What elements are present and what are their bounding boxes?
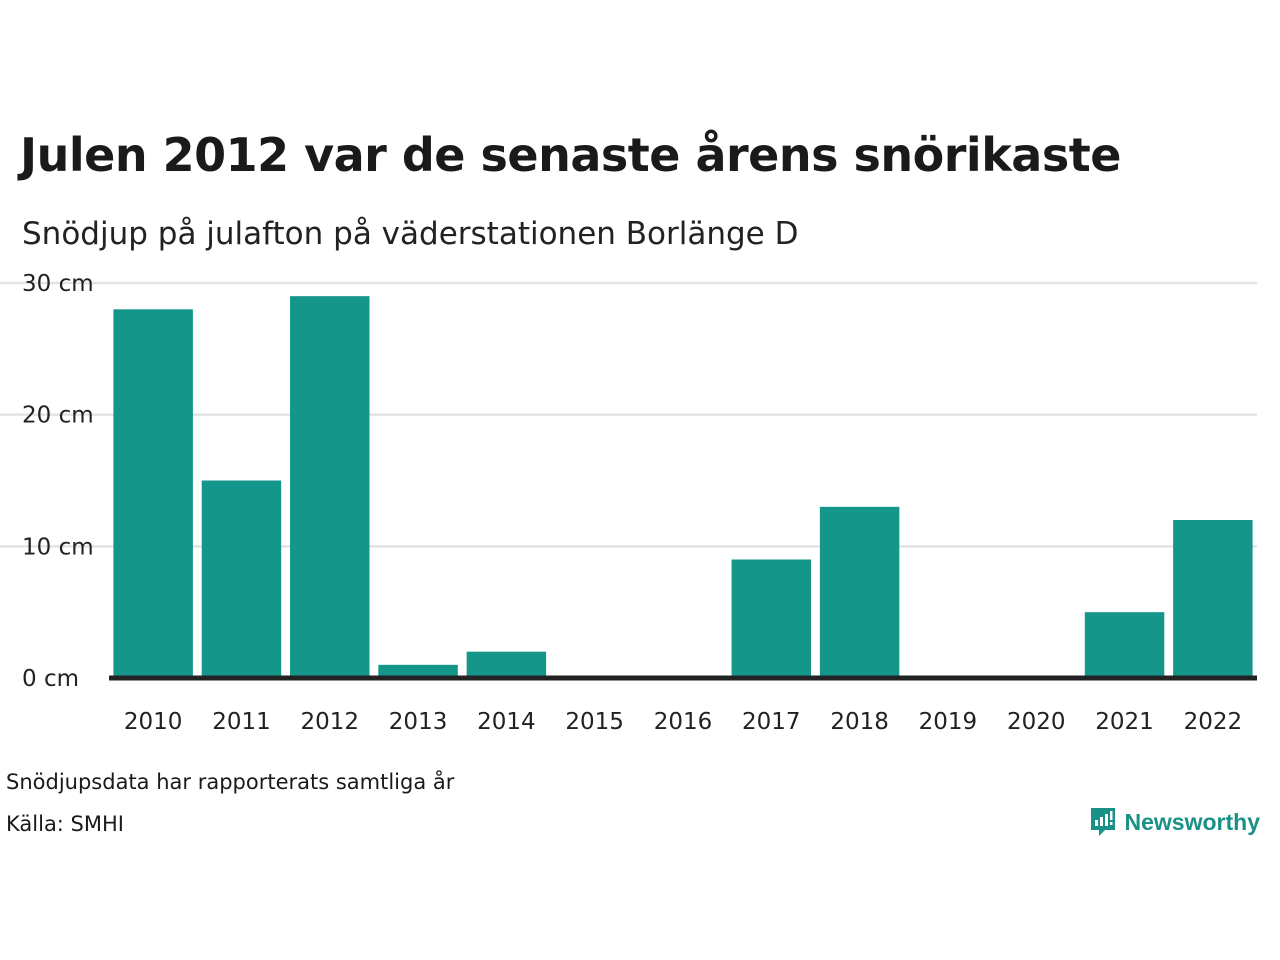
chart-subtitle: Snödjup på julafton på väderstationen Bo… xyxy=(22,216,799,252)
bar xyxy=(113,309,193,678)
x-tick-label: 2011 xyxy=(212,709,271,735)
x-tick-label: 2019 xyxy=(919,709,978,735)
bar xyxy=(201,480,282,678)
bar xyxy=(819,506,900,678)
chart-title: Julen 2012 var de senaste årens snörikas… xyxy=(20,128,1121,182)
bar xyxy=(290,296,370,678)
y-tick-label: 20 cm xyxy=(22,403,94,429)
newsworthy-logo-icon xyxy=(1090,808,1115,836)
y-tick-label: 10 cm xyxy=(22,534,94,560)
axes: 0 cm 10 cm 20 cm 30 cm 2010 2011 2012 2013 2014 2… xyxy=(22,271,1257,735)
x-tick-label: 2013 xyxy=(389,709,448,735)
x-tick-label: 2014 xyxy=(477,709,536,735)
x-tick-label: 2012 xyxy=(300,709,359,735)
bar xyxy=(1173,520,1253,678)
bar xyxy=(378,664,458,678)
y-tick-label: 0 cm xyxy=(22,666,79,692)
brand-name: Newsworthy xyxy=(1124,808,1260,835)
bar xyxy=(731,559,812,678)
bar xyxy=(1084,612,1165,678)
y-tick-label: 30 cm xyxy=(22,271,94,297)
footnote: Snödjupsdata har rapporterats samtliga å… xyxy=(6,770,455,794)
x-tick-label: 2021 xyxy=(1095,709,1154,735)
x-tick-label: 2017 xyxy=(742,709,801,735)
x-tick-label: 2016 xyxy=(654,709,713,735)
bar xyxy=(466,651,547,678)
source-label: Källa: SMHI xyxy=(6,812,124,836)
brand-logo: Newsworthy xyxy=(1089,806,1260,838)
x-tick-label: 2018 xyxy=(830,709,889,735)
x-tick-label: 2022 xyxy=(1184,709,1243,735)
x-tick-label: 2020 xyxy=(1007,709,1066,735)
bars xyxy=(113,296,1253,678)
x-tick-label: 2015 xyxy=(565,709,624,735)
x-tick-label: 2010 xyxy=(124,709,183,735)
